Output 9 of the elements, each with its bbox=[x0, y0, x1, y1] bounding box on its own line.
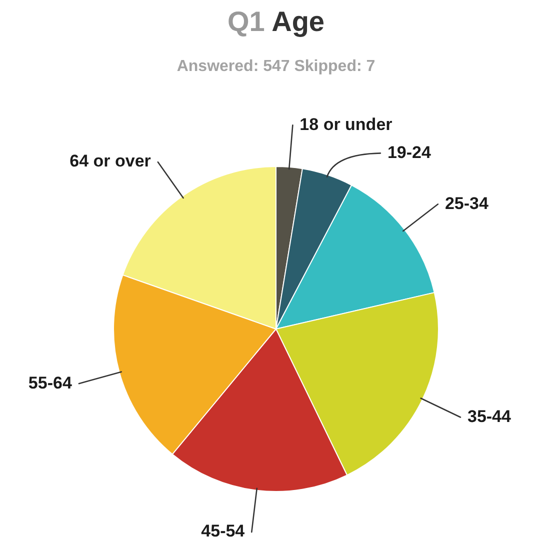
chart-title: Q1 Age bbox=[228, 6, 324, 37]
slice-label: 19-24 bbox=[387, 142, 432, 162]
slice-label: 45-54 bbox=[201, 522, 246, 541]
slice-label: 25-34 bbox=[444, 194, 490, 213]
slice-label: 18 or under bbox=[300, 114, 393, 134]
slice-label: 64 or over bbox=[70, 152, 152, 171]
chart-subtitle: Answered: 547 Skipped: 7 bbox=[176, 57, 376, 77]
slice-label: 55-64 bbox=[28, 373, 72, 392]
slice-label: 35-44 bbox=[467, 406, 512, 426]
